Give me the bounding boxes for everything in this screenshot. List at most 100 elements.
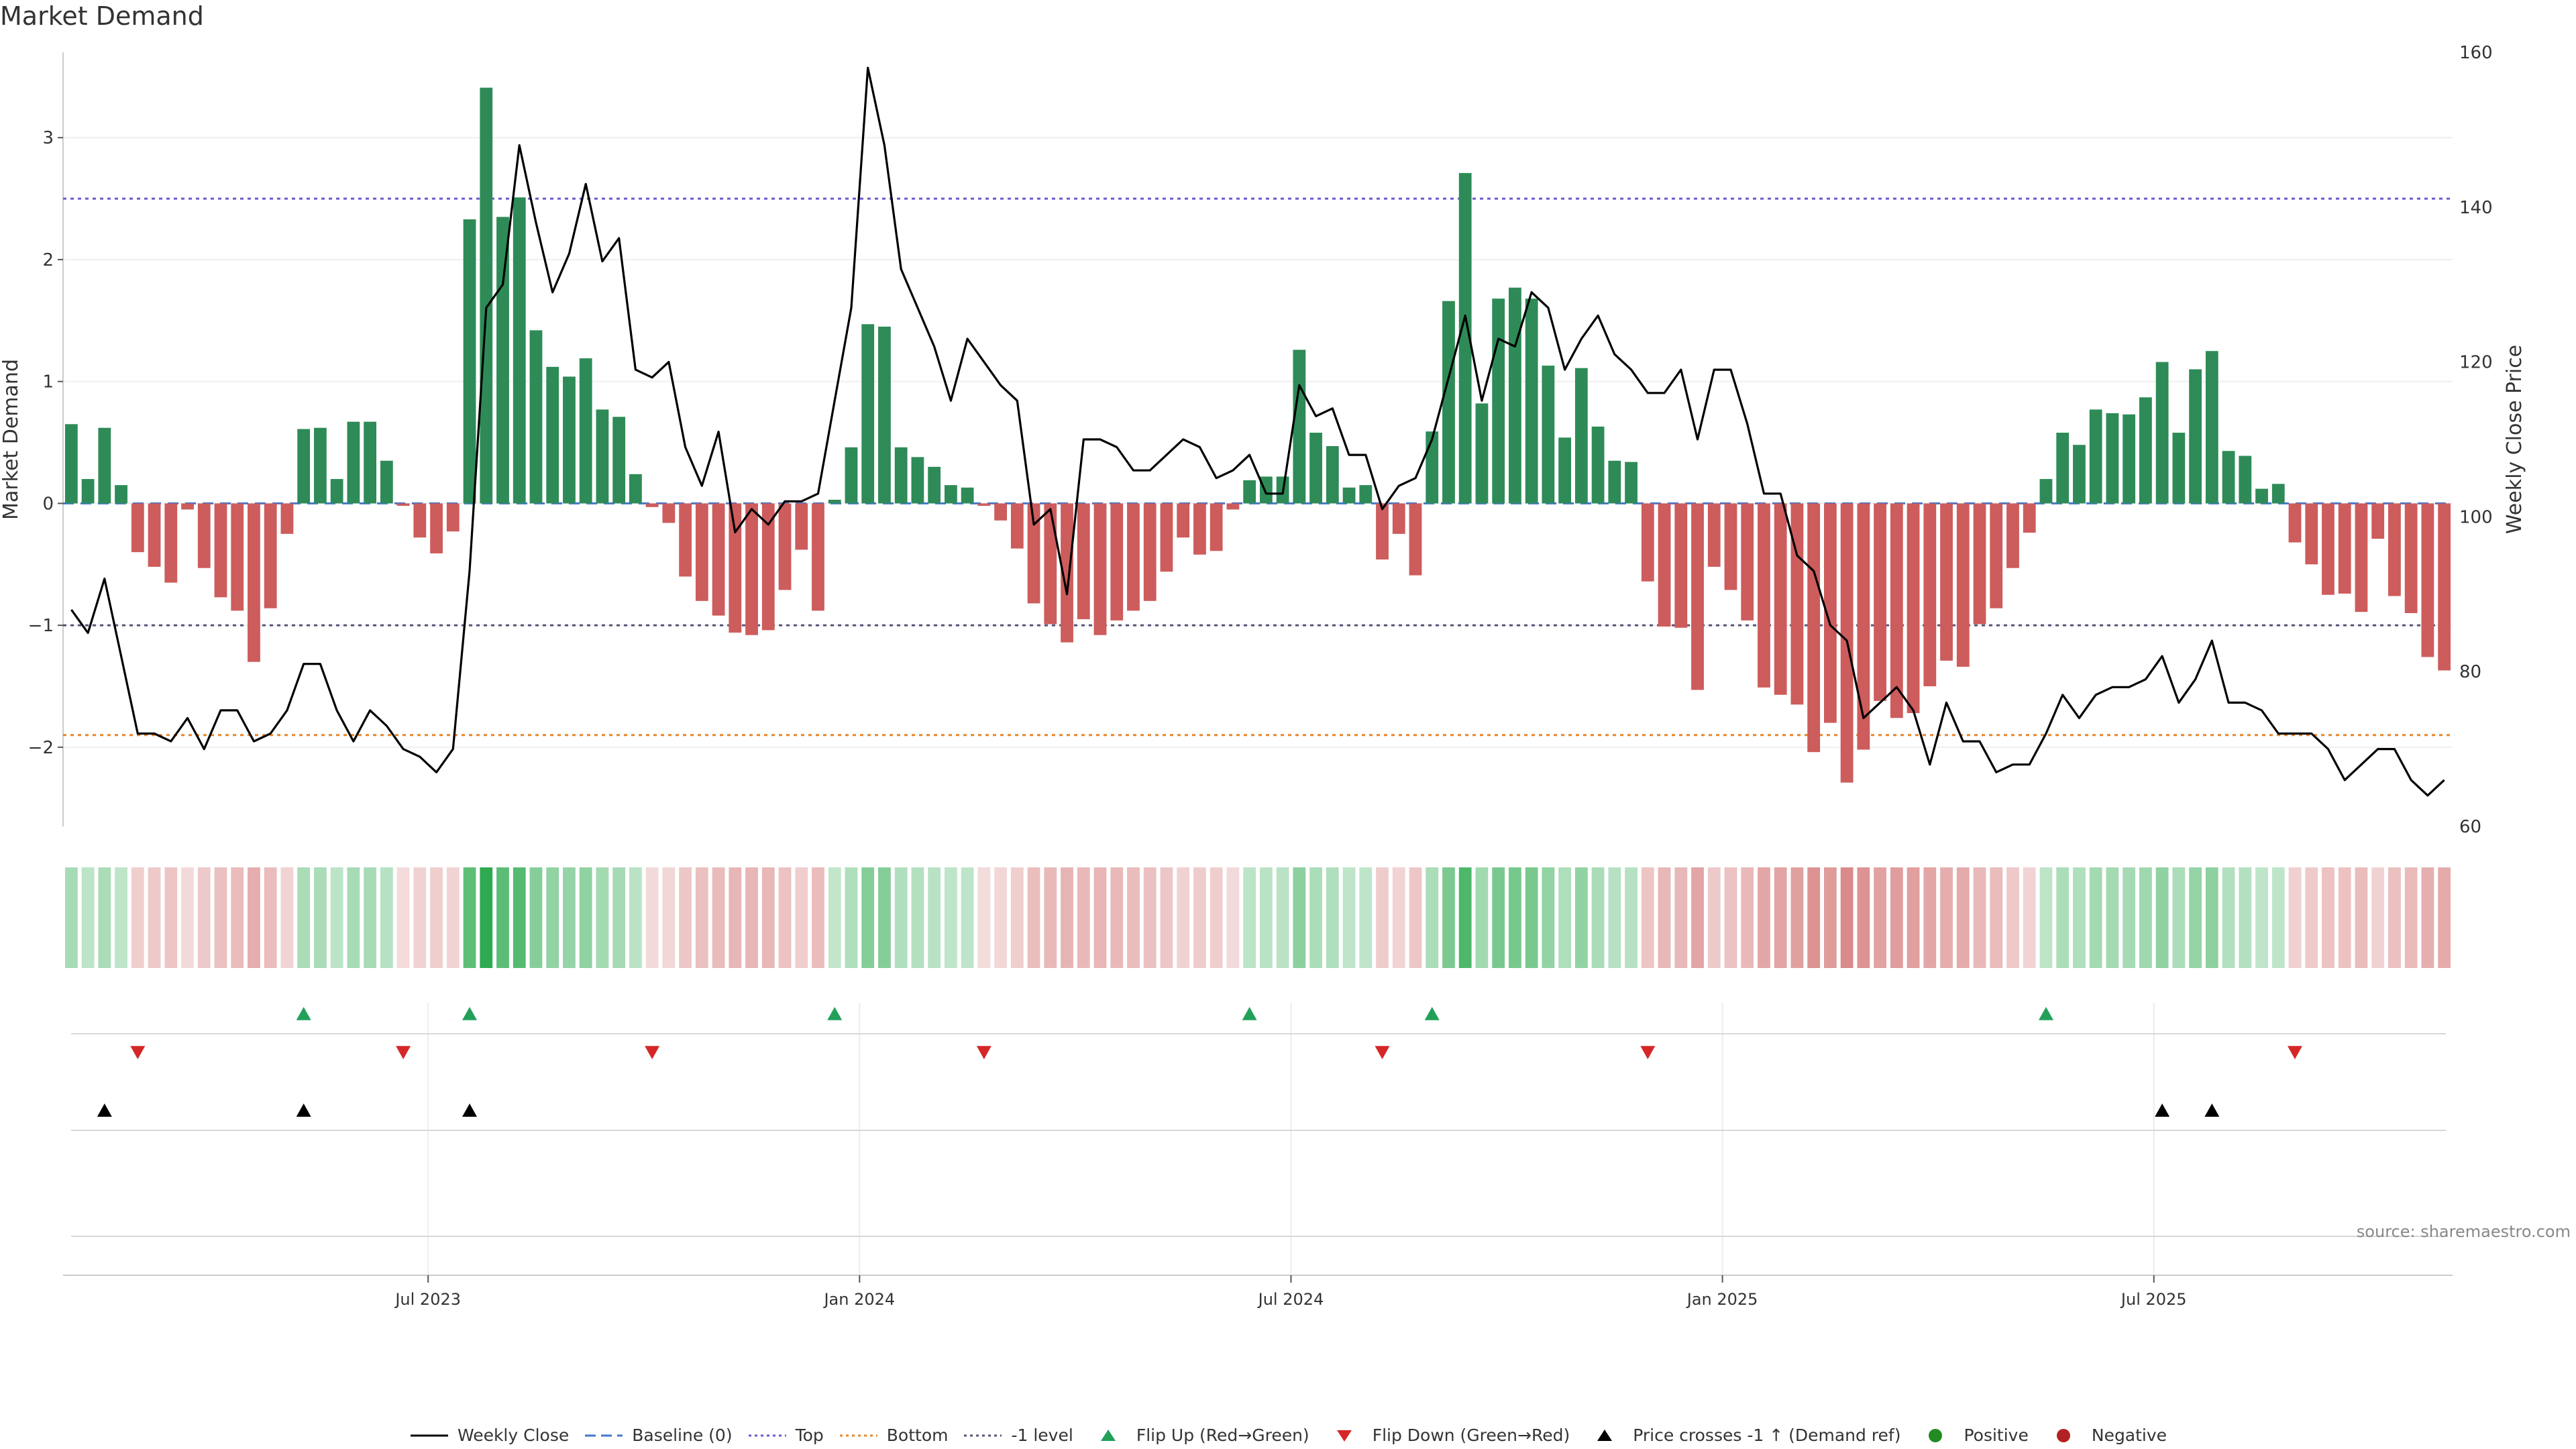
demand-bar [1061, 503, 1073, 643]
heat-cell [1027, 867, 1040, 968]
demand-bar [1243, 480, 1256, 504]
legend-label: -1 level [1011, 1426, 1073, 1445]
demand-bar [1027, 503, 1040, 604]
legend-swatch [839, 1434, 877, 1436]
demand-bar [1691, 503, 1704, 690]
heat-cell [396, 867, 410, 968]
heat-cell [2371, 867, 2385, 968]
demand-bar [563, 376, 576, 504]
demand-bar [745, 503, 758, 635]
heat-cell [1907, 867, 1920, 968]
heat-cell [214, 867, 227, 968]
demand-bar [2139, 397, 2152, 504]
demand-bar [1907, 503, 1920, 713]
demand-bar [1293, 350, 1306, 504]
demand-bar [1990, 503, 2003, 608]
heat-cell [148, 867, 161, 968]
demand-bar [2073, 445, 2086, 504]
demand-bar [1326, 445, 1339, 504]
legend-swatch [1100, 1429, 1116, 1441]
demand-bar [961, 487, 974, 504]
price-cross-marker [2155, 1104, 2170, 1117]
flip-up-marker [1242, 1007, 1257, 1020]
heat-cell [1857, 867, 1870, 968]
heat-cell [1823, 867, 1837, 968]
heat-cell [977, 867, 991, 968]
heat-cell [330, 867, 343, 968]
heat-cell [1724, 867, 1737, 968]
legend-item-baseline: Baseline (0) [584, 1426, 733, 1445]
legend-item-positive: Positive [1915, 1426, 2029, 1445]
demand-bar [280, 503, 294, 534]
legend-label: Flip Up (Red→Green) [1136, 1426, 1309, 1445]
y2-tick-label: 100 [2459, 507, 2493, 527]
demand-bar [828, 499, 841, 504]
heat-cell [2123, 867, 2136, 968]
demand-bar [2205, 351, 2218, 504]
legend-label: Positive [1964, 1426, 2029, 1445]
demand-bar [2421, 503, 2434, 657]
legend-label: Baseline (0) [632, 1426, 733, 1445]
demand-bar [679, 503, 692, 577]
demand-bar [347, 421, 360, 504]
demand-bar [1475, 403, 1489, 504]
heat-cell [563, 867, 576, 968]
demand-bar [546, 366, 559, 504]
heat-cell [994, 867, 1007, 968]
legend-label: Weekly Close [457, 1426, 570, 1445]
legend-swatch [1336, 1430, 1352, 1442]
y-tick-label: 1 [42, 372, 54, 392]
price-cross-marker [462, 1104, 478, 1117]
demand-bar [81, 479, 95, 504]
demand-bar [2172, 433, 2186, 504]
demand-bar [944, 485, 957, 504]
heat-cell [579, 867, 592, 968]
legend-label: Negative [2091, 1426, 2167, 1445]
y-tick-labels: 3 2 1 0 −1 −2 [28, 128, 63, 758]
demand-bar [1790, 503, 1804, 705]
demand-bar [1758, 503, 1770, 688]
heat-cell [1790, 867, 1804, 968]
flip-up-marker [462, 1007, 478, 1020]
heat-cell [1890, 867, 1903, 968]
demand-bar [695, 503, 708, 601]
demand-bar [2288, 503, 2302, 543]
legend-label: Price crosses -1 ↑ (Demand ref) [1633, 1426, 1901, 1445]
heat-cell [679, 867, 692, 968]
flip-down-marker [2288, 1046, 2303, 1059]
heat-cell [280, 867, 294, 968]
heat-cell [2006, 867, 2019, 968]
legend-swatch [410, 1434, 448, 1436]
legend-item-top: Top [747, 1426, 824, 1445]
heat-cell [1177, 867, 1190, 968]
reference-levels [63, 197, 2453, 737]
demand-bar [1376, 503, 1389, 560]
heat-cell [1458, 867, 1472, 968]
y-tick-label: −1 [28, 616, 54, 636]
heat-cell [2288, 867, 2302, 968]
price-cross-marker [296, 1104, 311, 1117]
demand-bar [529, 330, 543, 504]
heat-cell [1758, 867, 1770, 968]
heat-cell [446, 867, 460, 968]
legend-item-negative: Negative [2043, 1426, 2167, 1445]
demand-bar [812, 503, 824, 611]
heat-cell [231, 867, 244, 968]
legend-item-cross: Price crosses -1 ↑ (Demand ref) [1585, 1426, 1900, 1445]
heat-cell [1691, 867, 1704, 968]
flip-up-marker [2038, 1007, 2053, 1020]
demand-bar [1127, 503, 1140, 611]
demand-bar [729, 503, 742, 633]
demand-bar [496, 217, 509, 504]
demand-bar [928, 466, 941, 504]
flip-up-marker [296, 1007, 311, 1020]
demand-bar [1874, 503, 1887, 701]
heat-cell [1774, 867, 1787, 968]
heat-cell [2438, 867, 2451, 968]
heat-cell [1973, 867, 1986, 968]
demand-bar [446, 503, 460, 532]
heat-cell [961, 867, 974, 968]
demand-bar [2271, 484, 2285, 504]
heat-cell [1309, 867, 1322, 968]
heat-cell [761, 867, 775, 968]
